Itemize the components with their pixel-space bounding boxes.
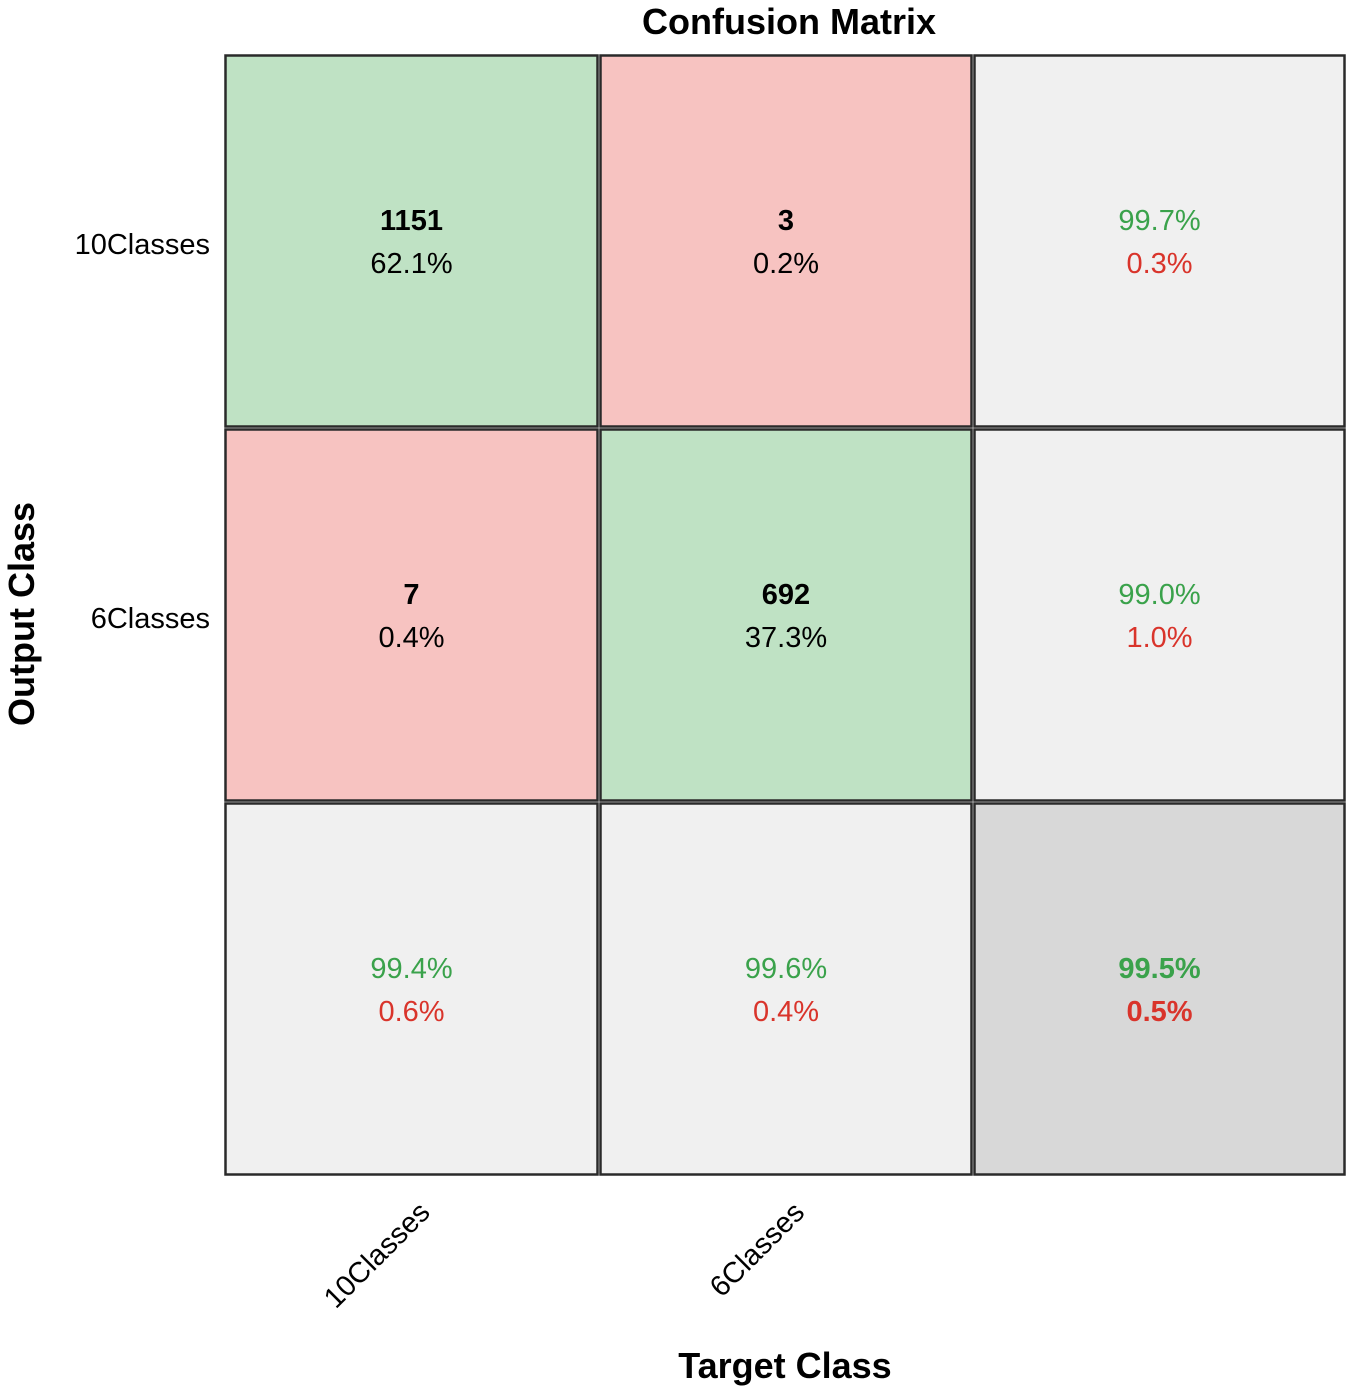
row-summary-error: 1.0% — [1126, 622, 1192, 654]
column-summary-correct: 99.6% — [745, 953, 827, 985]
error-cell — [599, 54, 973, 428]
chart-title: Confusion Matrix — [642, 1, 936, 42]
row-tick-label: 10Classes — [75, 229, 210, 261]
cell-count-label: 1151 — [380, 205, 443, 237]
row-summary-error: 0.3% — [1126, 248, 1192, 280]
error-cell — [224, 428, 599, 802]
cell-percent-label: 0.2% — [753, 248, 819, 280]
cell-percent-label: 37.3% — [745, 622, 827, 654]
cell-percent-label: 62.1% — [370, 248, 452, 280]
column-tick-label: 10Classes — [318, 1196, 436, 1314]
cell-count-label: 3 — [778, 205, 794, 237]
x-axis-title: Target Class — [678, 1345, 891, 1386]
overall-correct: 99.5% — [1118, 953, 1200, 985]
row-tick-label: 6Classes — [91, 603, 210, 635]
row-summary-correct: 99.7% — [1118, 205, 1200, 237]
row-summary-cell — [973, 428, 1346, 802]
column-tick-label: 6Classes — [704, 1196, 811, 1303]
row-summary-cell — [973, 54, 1346, 428]
matrix-cells: 1151 62.1% 3 0.2% 7 0.4% 692 37.3% 99.7% 0.3% 99.0… — [224, 54, 1346, 1176]
column-summary-cell — [599, 802, 973, 1176]
row-summary-correct: 99.0% — [1118, 579, 1200, 611]
cell-count-label: 7 — [403, 579, 419, 611]
correct-cell — [599, 428, 973, 802]
column-summary-error: 0.6% — [378, 996, 444, 1028]
correct-cell — [224, 54, 599, 428]
cell-percent-label: 0.4% — [378, 622, 444, 654]
column-summary-cell — [224, 802, 599, 1176]
column-summary-error: 0.4% — [753, 996, 819, 1028]
column-summary-correct: 99.4% — [370, 953, 452, 985]
y-axis-title: Output Class — [1, 502, 42, 726]
overall-cell — [973, 802, 1346, 1176]
cell-count-label: 692 — [762, 579, 810, 611]
overall-error: 0.5% — [1126, 996, 1192, 1028]
